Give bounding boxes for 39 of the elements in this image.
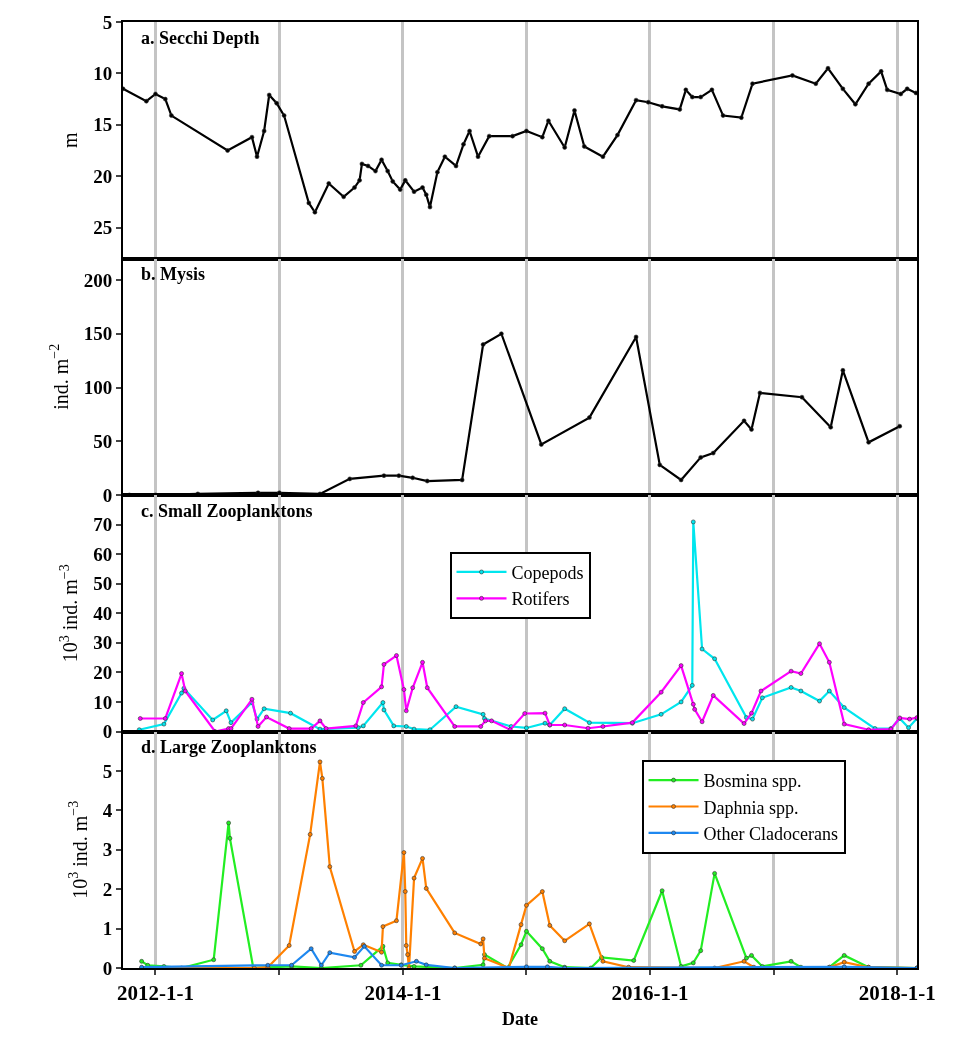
y-tick-label: 5 [102, 760, 113, 782]
y-tick-label: 60 [93, 543, 113, 565]
y-tick-label: 150 [83, 323, 113, 345]
y-tick-label: 25 [93, 217, 113, 239]
legend-label: Daphnia spp. [703, 797, 799, 818]
chart-title: d. Large Zooplanktons [141, 737, 317, 757]
y-tick-label: 50 [93, 430, 113, 452]
y-tick-label: 2 [102, 878, 113, 900]
y-tick-label: 100 [83, 377, 113, 399]
y-tick-label: 0 [102, 484, 113, 506]
y-tick-label: 0 [102, 721, 113, 743]
y-tick-label: 1 [102, 918, 113, 940]
x-tick-label: 2018-1-1 [858, 981, 936, 1006]
y-tick-label: 200 [83, 269, 113, 291]
x-tick-label: 2016-1-1 [611, 981, 689, 1006]
y-tick-label: 0 [102, 957, 113, 979]
legend-label: Other Cladocerans [703, 823, 838, 844]
legend-label: Rotifers [511, 589, 570, 610]
y-tick-label: 40 [93, 602, 113, 624]
y-tick-label: 15 [93, 114, 113, 136]
x-tick-label: 2014-1-1 [364, 981, 442, 1006]
y-tick-label: 70 [93, 514, 113, 536]
chart-title: c. Small Zooplanktons [141, 501, 313, 521]
x-axis-title: Date [502, 1008, 538, 1029]
y-tick-label: 20 [93, 662, 113, 684]
chart-title: b. Mysis [141, 264, 206, 284]
y-tick-label: 30 [93, 632, 113, 654]
x-tick-label: 2012-1-1 [116, 981, 194, 1006]
y-tick-label: 10 [93, 691, 113, 713]
legend-label: Copepods [511, 562, 584, 583]
y-axis-title: m [59, 132, 82, 149]
legend-label: Bosmina spp. [703, 771, 802, 792]
y-tick-label: 10 [93, 63, 113, 85]
y-tick-label: 3 [102, 839, 113, 861]
y-tick-label: 50 [93, 573, 113, 595]
y-tick-label: 4 [102, 799, 113, 821]
chart-title: a. Secchi Depth [141, 28, 260, 48]
y-tick-label: 5 [102, 11, 113, 33]
y-tick-label: 20 [93, 165, 113, 187]
